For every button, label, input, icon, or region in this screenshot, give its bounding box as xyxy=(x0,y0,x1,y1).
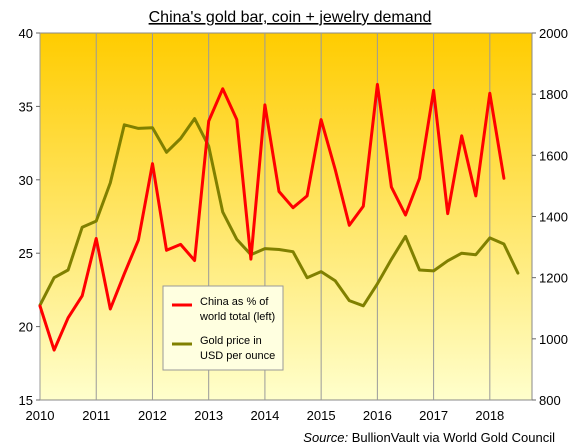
source-label: Source: xyxy=(303,430,348,445)
y-right-tick-label: 800 xyxy=(539,393,561,408)
axes: 2010 2011 2012 2013 2014 2015 2016 2017 2018 15 20… xyxy=(19,26,568,423)
y-right-tick-label: 1800 xyxy=(539,87,568,102)
legend-label-china-line1: China as % of xyxy=(200,296,269,308)
y-right-tick-label: 1000 xyxy=(539,332,568,347)
y-left-tick-label: 15 xyxy=(19,393,33,408)
series-layer xyxy=(38,82,520,352)
y-left-tick-label: 25 xyxy=(19,246,33,261)
legend-label-gold-line2: USD per ounce xyxy=(200,350,275,362)
y-left-tick-label: 20 xyxy=(19,320,33,335)
y-right-tick-label: 2000 xyxy=(539,26,568,41)
x-tick-label: 2018 xyxy=(475,408,504,423)
x-tick-label: 2015 xyxy=(307,408,336,423)
source-text: BullionVault via World Gold Council xyxy=(348,430,555,445)
plot-area xyxy=(39,32,533,401)
x-tick-label: 2014 xyxy=(250,408,279,423)
chart-title: China's gold bar, coin + jewelry demand xyxy=(149,9,432,26)
y-right-tick-label: 1400 xyxy=(539,210,568,225)
x-tick-label: 2017 xyxy=(419,408,448,423)
legend-box xyxy=(162,285,284,371)
series-line-china-share xyxy=(38,82,506,352)
y-left-tick-label: 30 xyxy=(19,173,33,188)
y-left-tick-label: 40 xyxy=(19,26,33,41)
x-tick-label: 2010 xyxy=(26,408,55,423)
x-tick-label: 2011 xyxy=(82,408,110,423)
y-right-tick-label: 1600 xyxy=(539,148,568,163)
x-tick-label: 2016 xyxy=(363,408,392,423)
x-tick-label: 2012 xyxy=(138,408,167,423)
legend: China as % of world total (left) Gold pr… xyxy=(162,285,284,371)
legend-label-gold-line1: Gold price in xyxy=(200,335,262,347)
y-left-tick-label: 35 xyxy=(19,99,33,114)
legend-label-china-line2: world total (left) xyxy=(199,311,275,323)
source-note: Source: BullionVault via World Gold Coun… xyxy=(303,430,555,445)
y-right-tick-label: 1200 xyxy=(539,271,568,286)
x-tick-label: 2013 xyxy=(194,408,223,423)
